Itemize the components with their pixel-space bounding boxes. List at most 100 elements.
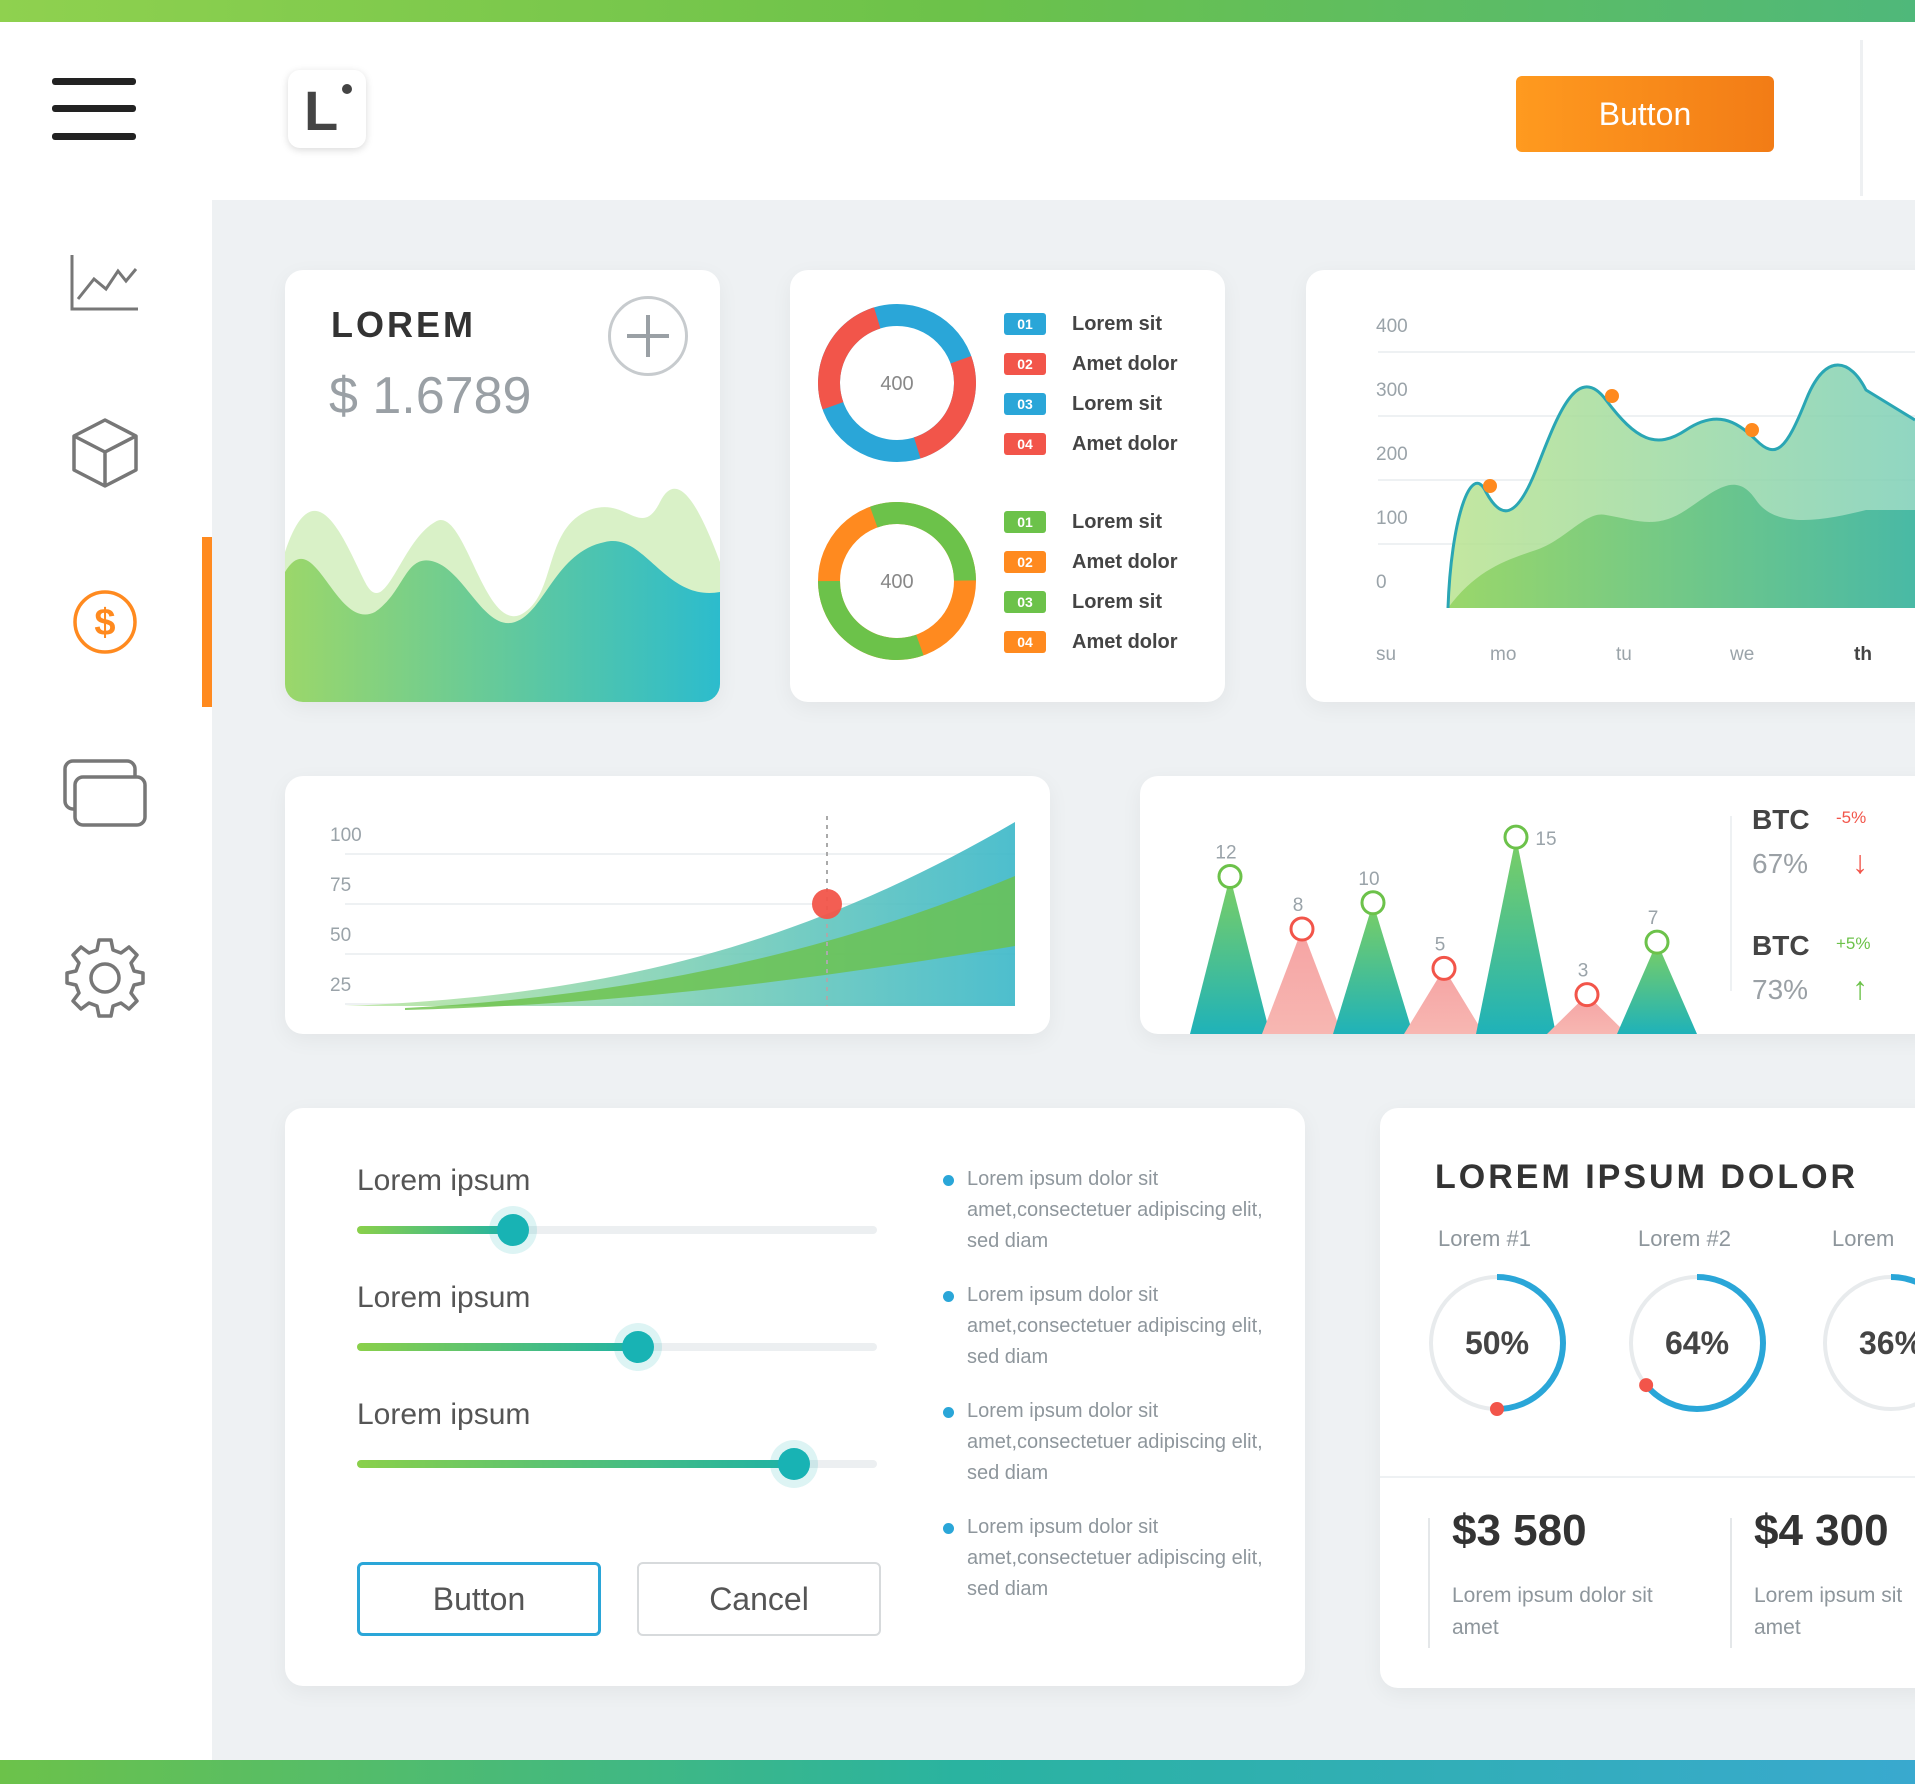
y-tick: 25 bbox=[330, 975, 351, 996]
donut-card: 400 400 01 Lorem sit 02 Amet dolor 03 Lorem s… bbox=[790, 270, 1225, 702]
y-tick: 100 bbox=[330, 825, 362, 846]
legend-tag: 03 bbox=[1004, 393, 1046, 415]
triangle-point[interactable] bbox=[1574, 982, 1600, 1008]
bullet-text: Lorem ipsum dolor sit amet,consectetuer … bbox=[967, 1168, 1263, 1252]
triangle-point[interactable] bbox=[1503, 824, 1529, 850]
bullet-text: Lorem ipsum dolor sit amet,consectetuer … bbox=[967, 1516, 1263, 1600]
logo-letter: L bbox=[304, 79, 339, 142]
chart-icon bbox=[70, 255, 138, 311]
slider-track[interactable] bbox=[357, 1214, 877, 1246]
progress-card: LOREM IPSUM DOLOR Lorem #1 50% Lorem #2 64%… bbox=[1380, 1108, 1915, 1688]
card-divider bbox=[1380, 1476, 1915, 1478]
slider-track[interactable] bbox=[357, 1331, 877, 1363]
data-point[interactable] bbox=[1483, 479, 1497, 493]
legend-label: Amet dolor bbox=[1072, 352, 1178, 375]
menu-icon[interactable] bbox=[52, 78, 136, 140]
weekly-area-card: 400 300 200 100 0 su mo tu we th bbox=[1306, 270, 1915, 702]
data-point[interactable] bbox=[1605, 389, 1619, 403]
slider-knob[interactable] bbox=[777, 1448, 810, 1480]
legend-tag: 02 bbox=[1004, 353, 1046, 375]
arrow-down-icon: ↓ bbox=[1852, 844, 1868, 880]
stat-value-2: $4 300 bbox=[1754, 1506, 1889, 1555]
progress-ring-marker bbox=[1639, 1378, 1654, 1393]
top-accent-bar bbox=[0, 0, 1915, 22]
stat-divider-2 bbox=[1730, 1518, 1732, 1648]
app-logo[interactable]: L bbox=[288, 70, 366, 148]
legend-item: 02 Amet dolor bbox=[1004, 350, 1178, 378]
cube-icon bbox=[72, 418, 138, 488]
btc-list: BTC -5% 67% ↓ BTC +5% 73% ↑ bbox=[1752, 804, 1915, 1014]
progress-value: 64% bbox=[1665, 1325, 1729, 1361]
triangle-point[interactable] bbox=[1431, 955, 1457, 981]
x-tick: su bbox=[1376, 644, 1396, 665]
triangle-point[interactable] bbox=[1360, 890, 1386, 916]
slider-track[interactable] bbox=[357, 1448, 877, 1480]
btc-change: +5% bbox=[1836, 934, 1871, 953]
primary-button[interactable]: Button bbox=[357, 1562, 601, 1636]
stat-desc-1: Lorem ipsum dolor sit amet bbox=[1452, 1584, 1653, 1639]
slider-fill bbox=[357, 1460, 794, 1468]
triangle-bar[interactable] bbox=[1547, 994, 1627, 1034]
growth-chart: 100 75 50 25 bbox=[330, 816, 1015, 1010]
nav-finance[interactable]: $ bbox=[40, 562, 170, 682]
legend-tag: 01 bbox=[1004, 313, 1046, 335]
slider-knob[interactable] bbox=[621, 1331, 654, 1363]
data-point[interactable] bbox=[1745, 423, 1759, 437]
bullet-dot bbox=[943, 1407, 954, 1418]
nav-windows[interactable] bbox=[40, 733, 170, 853]
header-button[interactable]: Button bbox=[1516, 76, 1774, 152]
legend-tag: 03 bbox=[1004, 591, 1046, 613]
ring-label: Lorem #2 bbox=[1638, 1226, 1731, 1251]
x-tick: mo bbox=[1490, 644, 1516, 665]
triangle-point[interactable] bbox=[1289, 916, 1315, 942]
donut-chart-1: 400 bbox=[818, 304, 976, 462]
add-button[interactable] bbox=[608, 296, 688, 376]
highlight-point[interactable] bbox=[812, 889, 842, 919]
dollar-icon: $ bbox=[73, 590, 137, 654]
legend-item: 01 Lorem sit bbox=[1004, 310, 1162, 338]
bullet-text: Lorem ipsum dolor sit amet,consectetuer … bbox=[967, 1400, 1263, 1484]
donut-2-center: 400 bbox=[880, 571, 913, 593]
triangle-point[interactable] bbox=[1644, 929, 1670, 955]
progress-value: 36% bbox=[1859, 1325, 1915, 1361]
slider-knob[interactable] bbox=[497, 1214, 529, 1246]
bullet-item: Lorem ipsum dolor sit amet,consectetuer … bbox=[943, 1396, 1297, 1489]
triangle-bar[interactable] bbox=[1617, 942, 1697, 1034]
legend-item: 03 Lorem sit bbox=[1004, 390, 1162, 418]
slider-group: Lorem ipsum Lorem ipsum Lorem ipsum bbox=[357, 1164, 877, 1524]
nav-settings[interactable] bbox=[40, 918, 170, 1038]
legend-tag: 02 bbox=[1004, 551, 1046, 573]
nav-products[interactable] bbox=[40, 393, 170, 513]
progress-value: 50% bbox=[1465, 1325, 1529, 1361]
triangle-bar[interactable] bbox=[1404, 968, 1484, 1034]
weekly-area-chart: 400 300 200 100 0 su mo tu we th bbox=[1376, 316, 1915, 665]
cancel-button[interactable]: Cancel bbox=[637, 1562, 881, 1636]
windows-icon bbox=[63, 759, 147, 827]
triangle-bar[interactable] bbox=[1333, 902, 1413, 1034]
progress-ring: 64% bbox=[1628, 1274, 1766, 1412]
progress-ring-fill bbox=[1628, 1274, 1766, 1412]
legend-label: Lorem sit bbox=[1072, 392, 1163, 415]
stat-divider-1 bbox=[1428, 1518, 1430, 1648]
legend-label: Lorem sit bbox=[1072, 510, 1163, 533]
ring-label: Lorem bbox=[1832, 1226, 1895, 1251]
nav-analytics[interactable] bbox=[40, 223, 170, 343]
legend-label: Amet dolor bbox=[1072, 630, 1178, 653]
triangle-bar[interactable] bbox=[1476, 837, 1556, 1034]
triangle-value-label: 10 bbox=[1358, 869, 1379, 890]
btc-item: BTC +5% 73% ↑ bbox=[1752, 930, 1915, 1030]
donut-1-center: 400 bbox=[880, 373, 913, 395]
legend-item: 03 Lorem sit bbox=[1004, 588, 1162, 616]
arrow-up-icon: ↑ bbox=[1852, 970, 1868, 1006]
btc-divider bbox=[1730, 816, 1732, 991]
plus-icon bbox=[627, 315, 669, 357]
svg-text:$: $ bbox=[94, 602, 115, 644]
triangle-point[interactable] bbox=[1217, 864, 1243, 889]
legend-tag: 04 bbox=[1004, 631, 1046, 653]
triangle-bar[interactable] bbox=[1262, 929, 1342, 1034]
triangle-bar[interactable] bbox=[1190, 876, 1270, 1035]
progress-ring-fill bbox=[1822, 1274, 1915, 1412]
bullet-item: Lorem ipsum dolor sit amet,consectetuer … bbox=[943, 1512, 1297, 1605]
donut-2-legend: 01 Lorem sit 02 Amet dolor 03 Lorem sit 04 Amet… bbox=[1004, 508, 1214, 668]
progress-ring: 50% bbox=[1428, 1274, 1566, 1416]
